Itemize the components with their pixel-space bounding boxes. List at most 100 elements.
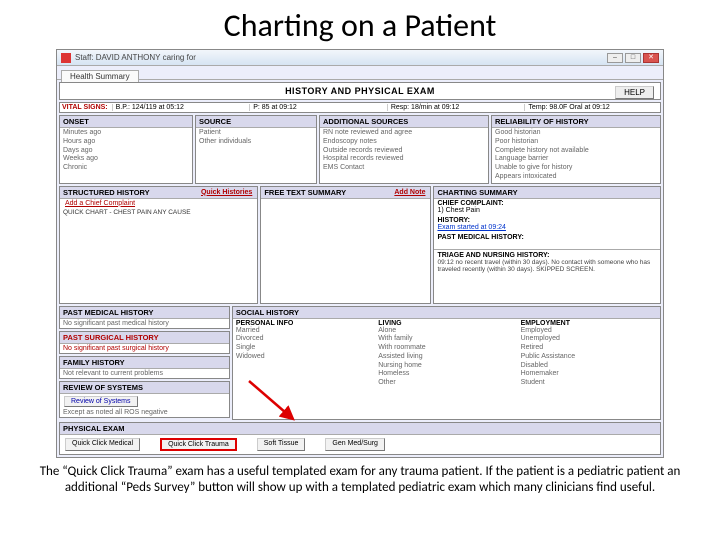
triage-label: TRIAGE AND NURSING HISTORY: <box>437 252 657 259</box>
source-item[interactable]: Patient <box>199 129 313 138</box>
emp-item[interactable]: Public Assistance <box>521 353 657 362</box>
left-stack: PAST MEDICAL HISTORY No significant past… <box>59 306 230 420</box>
free-text-header: FREE TEXT SUMMARY Add Note <box>261 187 430 199</box>
emp-item[interactable]: Retired <box>521 344 657 353</box>
reliab-item[interactable]: Language barrier <box>495 155 657 164</box>
personal-info-header: PERSONAL INFO <box>236 320 372 327</box>
ros-pane: REVIEW OF SYSTEMS Review of Systems Exce… <box>59 381 230 418</box>
titlebar: Staff: DAVID ANTHONY caring for – □ ✕ <box>57 50 663 66</box>
slide-caption: The “Quick Click Trauma” exam has a usef… <box>0 458 720 497</box>
emp-item[interactable]: Disabled <box>521 362 657 371</box>
quick-histories-link[interactable]: Quick Histories <box>199 188 254 197</box>
physical-exam-pane: PHYSICAL EXAM Quick Click Medical Quick … <box>59 422 661 455</box>
gen-medsurg-button[interactable]: Gen Med/Surg <box>325 438 385 451</box>
addl-item[interactable]: RN note reviewed and agree <box>323 129 485 138</box>
add-chief-complaint-link[interactable]: Add a Chief Complaint <box>63 199 137 208</box>
pmh-header: PAST MEDICAL HISTORY <box>60 307 229 319</box>
pmh-item[interactable]: No significant past medical history <box>60 319 229 328</box>
addl-sources-pane: ADDITIONAL SOURCES RN note reviewed and … <box>319 115 489 184</box>
quick-click-trauma-button[interactable]: Quick Click Trauma <box>160 438 237 451</box>
family-history-pane: FAMILY HISTORY Not relevant to current p… <box>59 356 230 379</box>
history-value[interactable]: Exam started at 09:24 <box>437 224 657 231</box>
living-item[interactable]: Homeless <box>378 370 514 379</box>
help-button[interactable]: HELP <box>615 86 654 99</box>
minimize-button[interactable]: – <box>607 53 623 63</box>
reliab-item[interactable]: Appears intoxicated <box>495 173 657 182</box>
living-item[interactable]: Alone <box>378 327 514 336</box>
personal-item[interactable]: Single <box>236 344 372 353</box>
reliab-item[interactable]: Complete history not available <box>495 147 657 156</box>
source-item[interactable]: Other individuals <box>199 138 313 147</box>
employment-header: EMPLOYMENT <box>521 320 657 327</box>
app-window: Staff: DAVID ANTHONY caring for – □ ✕ He… <box>56 49 664 458</box>
structured-history-header: STRUCTURED HISTORY Quick Histories <box>60 187 257 199</box>
soft-tissue-button[interactable]: Soft Tissue <box>257 438 306 451</box>
onset-item[interactable]: Hours ago <box>63 138 189 147</box>
addl-item[interactable]: Endoscopy notes <box>323 138 485 147</box>
reliab-item[interactable]: Poor historian <box>495 138 657 147</box>
charting-summary-pane: CHARTING SUMMARY CHIEF COMPLAINT: 1) Che… <box>433 186 661 304</box>
onset-item[interactable]: Minutes ago <box>63 129 189 138</box>
emp-item[interactable]: Homemaker <box>521 370 657 379</box>
add-note-link[interactable]: Add Note <box>392 188 427 197</box>
onset-item[interactable]: Weeks ago <box>63 155 189 164</box>
addl-sources-header: ADDITIONAL SOURCES <box>320 116 488 128</box>
employment-col: EMPLOYMENT Employed Unemployed Retired P… <box>521 320 657 388</box>
psh-header: PAST SURGICAL HISTORY <box>60 332 229 344</box>
quick-chart-label: QUICK CHART - CHEST PAIN ANY CAUSE <box>63 209 254 216</box>
pmh-label: PAST MEDICAL HISTORY: <box>437 234 657 241</box>
psh-pane: PAST SURGICAL HISTORY No significant pas… <box>59 331 230 354</box>
tab-health-summary[interactable]: Health Summary <box>61 70 139 82</box>
ros-link[interactable]: Review of Systems <box>64 396 138 407</box>
social-history-pane: SOCIAL HISTORY PERSONAL INFO Married Div… <box>232 306 661 420</box>
family-history-item[interactable]: Not relevant to current problems <box>60 369 229 378</box>
addl-item[interactable]: Outside records reviewed <box>323 147 485 156</box>
addl-item[interactable]: Hospital records reviewed <box>323 155 485 164</box>
header-title: HISTORY AND PHYSICAL EXAM <box>64 86 656 96</box>
emp-item[interactable]: Unemployed <box>521 335 657 344</box>
addl-item[interactable]: EMS Contact <box>323 164 485 173</box>
personal-item[interactable]: Widowed <box>236 353 372 362</box>
living-item[interactable]: Nursing home <box>378 362 514 371</box>
onset-item[interactable]: Days ago <box>63 147 189 156</box>
living-item[interactable]: With roommate <box>378 344 514 353</box>
living-item[interactable]: With family <box>378 335 514 344</box>
cc-value: 1) Chest Pain <box>437 207 657 214</box>
personal-item[interactable]: Divorced <box>236 335 372 344</box>
triage-value: 09:12 no recent travel (within 30 days).… <box>437 259 657 273</box>
vital-pulse: P: 85 at 09:12 <box>249 104 383 111</box>
tabstrip: Health Summary <box>57 66 663 80</box>
maximize-button[interactable]: □ <box>625 53 641 63</box>
structured-history-pane: STRUCTURED HISTORY Quick Histories Add a… <box>59 186 258 304</box>
free-text-title: FREE TEXT SUMMARY <box>264 188 346 197</box>
reliab-item[interactable]: Good historian <box>495 129 657 138</box>
psh-item[interactable]: No significant past surgical history <box>60 344 229 353</box>
history-label: HISTORY: <box>437 217 657 224</box>
onset-item[interactable]: Chronic <box>63 164 189 173</box>
social-history-header: SOCIAL HISTORY <box>233 307 660 319</box>
reliab-item[interactable]: Unable to give for history <box>495 164 657 173</box>
source-header: SOURCE <box>196 116 316 128</box>
history-summary-row: STRUCTURED HISTORY Quick Histories Add a… <box>59 186 661 304</box>
source-pane: SOURCE Patient Other individuals <box>195 115 317 184</box>
quick-click-medical-button[interactable]: Quick Click Medical <box>65 438 140 451</box>
emp-item[interactable]: Student <box>521 379 657 388</box>
ros-header: REVIEW OF SYSTEMS <box>60 382 229 394</box>
emp-item[interactable]: Employed <box>521 327 657 336</box>
physical-exam-header: PHYSICAL EXAM <box>60 423 660 435</box>
physical-exam-row: PHYSICAL EXAM Quick Click Medical Quick … <box>59 422 661 455</box>
free-text-pane: FREE TEXT SUMMARY Add Note <box>260 186 431 304</box>
personal-item[interactable]: Married <box>236 327 372 336</box>
structured-history-title: STRUCTURED HISTORY <box>63 188 150 197</box>
family-history-header: FAMILY HISTORY <box>60 357 229 369</box>
onset-header: ONSET <box>60 116 192 128</box>
close-button[interactable]: ✕ <box>643 53 659 63</box>
lower-history-row: PAST MEDICAL HISTORY No significant past… <box>59 306 661 420</box>
pmh-pane: PAST MEDICAL HISTORY No significant past… <box>59 306 230 329</box>
reliability-header: RELIABILITY OF HISTORY <box>492 116 660 128</box>
header-band: HISTORY AND PHYSICAL EXAM HELP <box>59 82 661 100</box>
slide-title: Charting on a Patient <box>0 0 720 49</box>
living-item[interactable]: Assisted living <box>378 353 514 362</box>
ros-note[interactable]: Except as noted all ROS negative <box>63 409 226 416</box>
living-item[interactable]: Other <box>378 379 514 388</box>
